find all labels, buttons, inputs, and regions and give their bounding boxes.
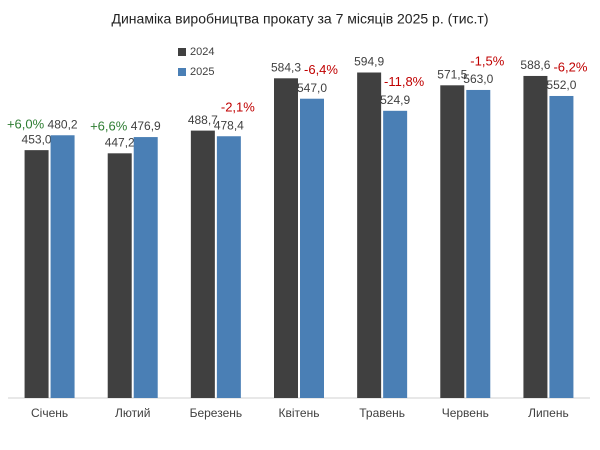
x-tick-label: Квітень — [279, 406, 320, 420]
change-annotation: +6,6% — [90, 119, 128, 134]
legend-label: 2025 — [190, 66, 214, 78]
value-label: 488,7 — [188, 113, 218, 127]
chart-title: Динаміка виробництва прокату за 7 місяці… — [112, 11, 489, 27]
bar — [383, 110, 408, 398]
x-tick-label: Травень — [359, 406, 405, 420]
value-label: 478,4 — [214, 118, 244, 132]
bar — [300, 98, 324, 398]
bar — [274, 78, 298, 398]
bar — [50, 135, 75, 398]
value-label: 547,0 — [297, 81, 327, 95]
value-label: 594,9 — [354, 55, 384, 69]
x-tick-label: Січень — [31, 406, 68, 420]
value-label: 447,2 — [105, 135, 135, 149]
change-annotation: -2,1% — [221, 100, 255, 115]
value-label: 476,9 — [131, 119, 161, 133]
x-tick-label: Липень — [528, 406, 569, 420]
legend-swatch — [178, 68, 186, 76]
value-label: 552,0 — [546, 78, 576, 92]
bar — [133, 137, 158, 398]
change-annotation: -11,8% — [384, 74, 425, 89]
bar — [523, 75, 548, 398]
bar — [24, 150, 49, 398]
x-tick-label: Березень — [190, 406, 243, 420]
value-label: 563,0 — [463, 72, 493, 86]
change-annotation: -1,5% — [470, 53, 504, 68]
bar — [466, 89, 491, 399]
bar — [216, 136, 241, 398]
bar — [440, 85, 465, 398]
bar — [107, 153, 132, 398]
legend-label: 2024 — [190, 46, 214, 58]
bar — [190, 130, 215, 399]
legend-swatch — [178, 48, 186, 56]
value-label: 453,0 — [22, 132, 52, 146]
x-tick-label: Лютий — [115, 406, 151, 420]
change-annotation: -6,4% — [304, 62, 338, 77]
value-label: 584,3 — [271, 60, 301, 74]
bar — [549, 95, 574, 398]
change-annotation: -6,2% — [553, 59, 587, 74]
x-tick-label: Червень — [442, 406, 489, 420]
value-label: 524,9 — [380, 93, 410, 107]
change-annotation: +6,0% — [7, 117, 45, 132]
value-label: 571,5 — [437, 67, 467, 81]
value-label: 480,2 — [48, 117, 78, 131]
value-label: 588,6 — [520, 58, 550, 72]
bar — [357, 72, 382, 399]
